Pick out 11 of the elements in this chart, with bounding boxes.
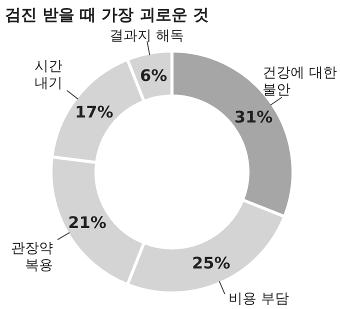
data-label: 31% — [234, 108, 273, 127]
chart-title: 검진 받을 때 가장 괴로운 것 — [5, 5, 209, 24]
slice-label: 결과지 해독 — [109, 28, 184, 44]
data-label: 21% — [68, 213, 106, 232]
slice-label: 관장약 복용 — [10, 240, 53, 274]
data-label: 17% — [75, 102, 114, 122]
data-label: 6% — [140, 66, 168, 86]
slice-label: 시간 내기 — [34, 58, 62, 92]
slice-label: 건강에 대한 불안 — [262, 65, 337, 98]
data-label: 25% — [192, 253, 230, 272]
slice-label: 비용 부담 — [228, 291, 290, 307]
